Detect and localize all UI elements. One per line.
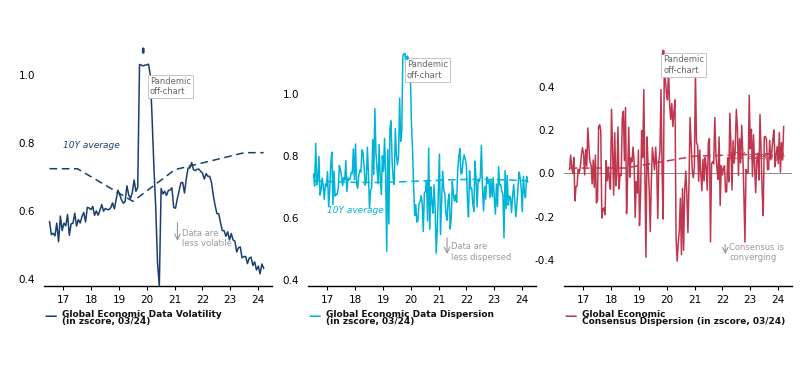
Text: Pandemic
off-chart: Pandemic off-chart — [150, 77, 190, 96]
Text: Global Economic: Global Economic — [582, 310, 665, 319]
Text: —: — — [308, 310, 320, 323]
Text: Data are
less volatile: Data are less volatile — [182, 229, 231, 248]
Text: (in zscore, 03/24): (in zscore, 03/24) — [62, 317, 150, 327]
Text: —: — — [564, 310, 576, 323]
Text: 10Y average: 10Y average — [728, 152, 785, 161]
Text: Pandemic
off-chart: Pandemic off-chart — [663, 55, 704, 75]
Text: (in zscore, 03/24): (in zscore, 03/24) — [326, 317, 414, 327]
Text: —: — — [44, 310, 56, 323]
Text: Consensus Dispersion (in zscore, 03/24): Consensus Dispersion (in zscore, 03/24) — [582, 317, 785, 327]
Text: 10Y average: 10Y average — [327, 207, 384, 215]
Text: Pandemic
off-chart: Pandemic off-chart — [406, 60, 448, 80]
Text: Global Economic Data Dispersion: Global Economic Data Dispersion — [326, 310, 494, 319]
Text: Consensus is
converging: Consensus is converging — [730, 243, 784, 262]
Text: Data are
less dispersed: Data are less dispersed — [451, 243, 511, 262]
Text: 10Y average: 10Y average — [63, 141, 120, 150]
Text: Economic volatility is receding and data are less dispersed, but the economic co: Economic volatility is receding and data… — [65, 12, 735, 25]
Text: Global Economic Data Volatility: Global Economic Data Volatility — [62, 310, 222, 319]
